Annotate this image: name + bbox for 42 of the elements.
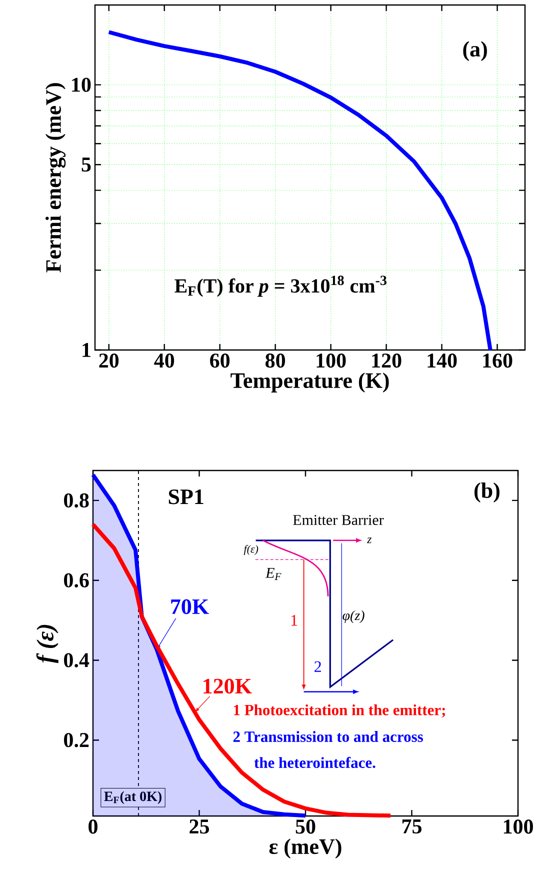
annotation: f(ε) bbox=[244, 544, 258, 556]
y-tick-label: 0.2 bbox=[64, 732, 89, 748]
annotation: the heterointeface. bbox=[254, 756, 376, 768]
y-axis-title: Fermi energy (meV) bbox=[45, 83, 66, 272]
x-tick-label: 50 bbox=[296, 820, 316, 834]
annotation: E$_{F}$(T) for p = 3x10$^{18}$ cm$^{-3}$ bbox=[174, 276, 386, 297]
y-tick-label: 5 bbox=[82, 158, 91, 172]
legend-label: 120K bbox=[204, 678, 252, 694]
annotation: 1 Photoexcitation in the emitter; bbox=[234, 704, 445, 718]
x-tick-label: 0 bbox=[88, 820, 98, 834]
x-tick-label: 20 bbox=[99, 354, 119, 368]
annotation: φ(z) bbox=[342, 610, 364, 624]
annotation: 1 bbox=[291, 615, 298, 626]
annotation: 2 Transmission to and across bbox=[233, 731, 423, 742]
annotation: Emitter Barrier bbox=[293, 514, 384, 526]
x-tick-label: 100 bbox=[504, 820, 533, 834]
x-tick-label: 140 bbox=[428, 354, 457, 368]
x-tick-label: 75 bbox=[402, 820, 422, 834]
annotation: 2 bbox=[314, 661, 321, 672]
x-tick-label: 80 bbox=[266, 354, 286, 368]
y-tick-label: 1 bbox=[82, 343, 90, 357]
y-tick-label: 0.8 bbox=[64, 493, 89, 508]
annotation: E$_{F}$ bbox=[265, 568, 282, 580]
y-tick-label: 0.6 bbox=[64, 573, 89, 588]
x-axis-title: ε (meV) bbox=[269, 838, 342, 859]
x-tick-label: 40 bbox=[154, 354, 174, 368]
annotation: SP1 bbox=[168, 489, 204, 504]
x-tick-label: 120 bbox=[372, 354, 402, 368]
line-series bbox=[106, 30, 492, 352]
y-tick-label: 10 bbox=[72, 78, 91, 92]
annotation: (b) bbox=[474, 482, 500, 502]
y-axis-title: f (ε) bbox=[36, 624, 58, 664]
x-tick-label: 25 bbox=[190, 820, 209, 834]
x-tick-label: 100 bbox=[316, 354, 346, 368]
x-axis-title: Temperature (K) bbox=[230, 372, 389, 393]
annotation: z bbox=[366, 538, 372, 544]
annotation: (a) bbox=[463, 41, 487, 62]
series-label: 70K bbox=[171, 599, 209, 614]
x-tick-label: 60 bbox=[210, 354, 230, 368]
y-tick-label: 0.4 bbox=[64, 653, 90, 668]
ref-line-label: E$_{F}$(at 0K) bbox=[104, 791, 162, 804]
x-tick-label: 160 bbox=[483, 354, 512, 368]
